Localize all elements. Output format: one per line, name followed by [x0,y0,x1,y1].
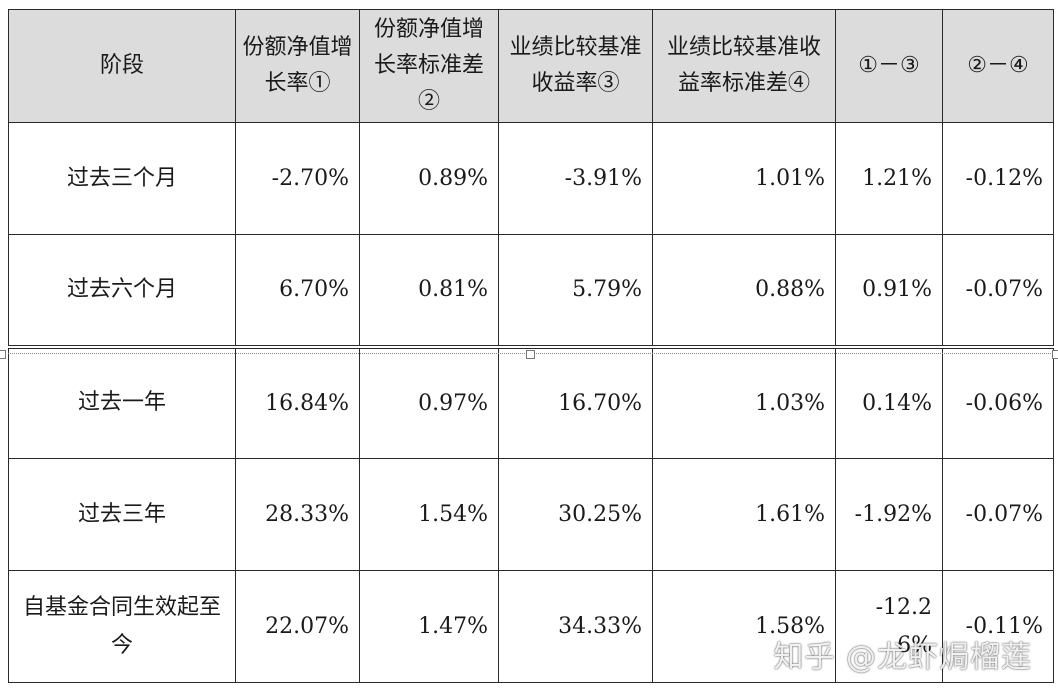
header-benchmark-return-std: 业绩比较基准收益率标准差④ [652,9,836,123]
table-row: 过去一年 16.84% 0.97% 16.70% 1.03% 0.14% -0.… [8,344,1054,459]
row-stage: 过去三个月 [8,122,236,235]
cell-benchmark-return-std: 1.03% [652,344,836,459]
cell-diff-2-4: -0.07% [942,458,1054,571]
cell-diff-1-3: 0.91% [835,234,943,347]
header-benchmark-return: 业绩比较基准收益率③ [498,9,653,123]
row-stage: 过去三年 [8,458,236,571]
header-stage: 阶段 [8,9,236,123]
row-stage: 过去六个月 [8,234,236,347]
cell-diff-2-4: -0.06% [942,344,1054,459]
cell-nav-growth-std: 0.81% [359,234,499,347]
cell-nav-growth: 22.07% [235,570,360,683]
header-diff-2-4: ②－④ [942,9,1054,123]
cell-nav-growth-std: 1.54% [359,458,499,571]
cell-benchmark-return: 5.79% [498,234,653,347]
header-row: 阶段 份额净值增长率① 份额净值增长率标准差② 业绩比较基准收益率③ 业绩比较基… [8,9,1054,123]
cell-diff-2-4: -0.12% [942,122,1054,235]
resize-handle[interactable] [1052,350,1058,359]
table-row: 过去三年 28.33% 1.54% 30.25% 1.61% -1.92% -0… [8,458,1054,571]
cell-diff-2-4: -0.11% [942,570,1054,683]
header-nav-growth: 份额净值增长率① [235,9,360,123]
header-diff-1-3: ①－③ [835,9,943,123]
cell-benchmark-return-std: 1.01% [652,122,836,235]
cell-benchmark-return: 16.70% [498,344,653,459]
cell-benchmark-return-std: 0.88% [652,234,836,347]
table-row: 过去三个月 -2.70% 0.89% -3.91% 1.01% 1.21% -0… [8,122,1054,235]
cell-nav-growth-std: 0.89% [359,122,499,235]
cell-benchmark-return: -3.91% [498,122,653,235]
cell-benchmark-return: 30.25% [498,458,653,571]
cell-nav-growth-std: 0.97% [359,344,499,459]
header-nav-growth-std: 份额净值增长率标准差② [359,9,499,123]
row-stage: 过去一年 [8,344,236,459]
cell-nav-growth: 28.33% [235,458,360,571]
cell-nav-growth: 6.70% [235,234,360,347]
cell-diff-1-3: 1.21% [835,122,943,235]
table-row: 过去六个月 6.70% 0.81% 5.79% 0.88% 0.91% -0.0… [8,234,1054,347]
resize-handle[interactable] [526,350,535,359]
cell-benchmark-return-std: 1.58% [652,570,836,683]
cell-diff-1-3: 0.14% [835,344,943,459]
performance-table: 阶段 份额净值增长率① 份额净值增长率标准差② 业绩比较基准收益率③ 业绩比较基… [8,9,1054,683]
cell-benchmark-return-std: 1.61% [652,458,836,571]
table-row: 自基金合同生效起至今 22.07% 1.47% 34.33% 1.58% -12… [8,570,1054,683]
cell-diff-2-4: -0.07% [942,234,1054,347]
cell-nav-growth-std: 1.47% [359,570,499,683]
cell-nav-growth: 16.84% [235,344,360,459]
cell-diff-1-3: -1.92% [835,458,943,571]
row-stage: 自基金合同生效起至今 [8,570,236,683]
cell-nav-growth: -2.70% [235,122,360,235]
resize-handle[interactable] [0,350,6,359]
cell-benchmark-return: 34.33% [498,570,653,683]
watermark: 知乎 @龙虾焗榴莲 [773,640,1032,675]
